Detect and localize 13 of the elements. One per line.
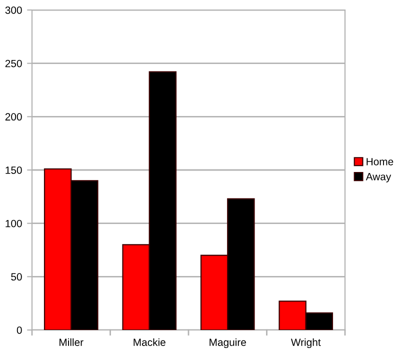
x-tick-label: Maguire [210,338,246,348]
x-tick-label: Wright [290,338,321,348]
y-tick-label: 50 [11,273,22,281]
y-tick-label: 250 [5,60,22,68]
x-tick-label: Mackie [134,338,166,346]
legend-label: Home [366,158,394,166]
x-tick-label: Miller [60,338,84,346]
legend-label: Away [366,173,392,182]
y-tick-label: 300 [5,6,22,14]
y-tick-label: 200 [5,113,22,121]
y-tick-label: 150 [6,166,22,174]
y-tick-label: 0 [16,326,22,334]
y-tick-label: 100 [6,220,22,228]
